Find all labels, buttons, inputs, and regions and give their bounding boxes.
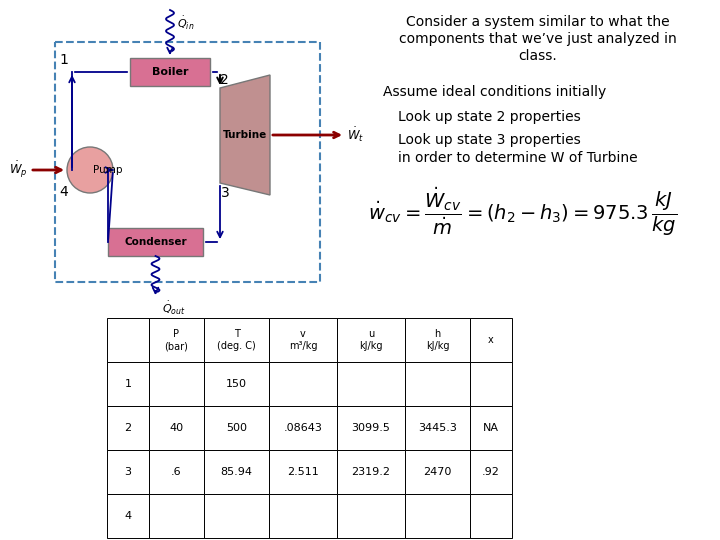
Bar	[337, 450, 405, 494]
Bar	[204, 362, 269, 406]
Bar	[204, 318, 269, 362]
Text: v
m³/kg: v m³/kg	[289, 329, 318, 351]
Text: P
(bar): P (bar)	[165, 329, 189, 351]
Text: 2470: 2470	[423, 467, 451, 477]
Text: 150: 150	[226, 379, 247, 389]
Text: 3445.3: 3445.3	[418, 423, 457, 433]
Text: $\dot{W}_p$: $\dot{W}_p$	[9, 160, 28, 180]
Polygon shape	[220, 75, 270, 195]
Text: in order to determine W of Turbine: in order to determine W of Turbine	[398, 151, 638, 165]
Text: Pump: Pump	[93, 165, 122, 175]
Bar	[149, 450, 204, 494]
Bar	[204, 450, 269, 494]
Text: .92: .92	[482, 467, 500, 477]
Bar	[149, 362, 204, 406]
Text: Condenser: Condenser	[124, 237, 186, 247]
Text: u
kJ/kg: u kJ/kg	[359, 329, 383, 351]
Bar	[107, 406, 149, 450]
Bar	[405, 406, 470, 450]
Text: 85.94: 85.94	[220, 467, 253, 477]
Circle shape	[67, 147, 113, 193]
Bar	[405, 362, 470, 406]
Bar	[269, 406, 337, 450]
Text: 3: 3	[125, 467, 132, 477]
Bar	[107, 494, 149, 538]
Bar	[470, 362, 512, 406]
Text: Consider a system similar to what the: Consider a system similar to what the	[406, 15, 670, 29]
Text: 2319.2: 2319.2	[351, 467, 390, 477]
Bar	[269, 450, 337, 494]
Text: T
(deg. C): T (deg. C)	[217, 329, 256, 351]
Bar	[269, 494, 337, 538]
Text: $\dot{W}_t$: $\dot{W}_t$	[347, 126, 364, 144]
Bar	[337, 362, 405, 406]
Bar	[107, 318, 149, 362]
Bar	[204, 494, 269, 538]
Text: NA: NA	[483, 423, 499, 433]
FancyBboxPatch shape	[108, 228, 203, 256]
Bar	[107, 362, 149, 406]
Bar	[337, 318, 405, 362]
Text: $\dot{w}_{cv} = \dfrac{\dot{W}_{cv}}{\dot{m}} = (h_2 - h_3) = 975.3\,\dfrac{kJ}{: $\dot{w}_{cv} = \dfrac{\dot{W}_{cv}}{\do…	[368, 185, 677, 238]
Text: h
kJ/kg: h kJ/kg	[426, 329, 449, 351]
Text: 2: 2	[220, 73, 228, 87]
Bar	[470, 406, 512, 450]
Text: 1: 1	[125, 379, 132, 389]
Text: Assume ideal conditions initially: Assume ideal conditions initially	[383, 85, 606, 99]
Bar	[470, 494, 512, 538]
Text: 500: 500	[226, 423, 247, 433]
Text: 1: 1	[60, 53, 68, 67]
Bar	[470, 318, 512, 362]
Text: 4: 4	[60, 185, 68, 199]
Bar	[204, 406, 269, 450]
Text: 40: 40	[169, 423, 184, 433]
Bar	[470, 450, 512, 494]
Bar	[405, 318, 470, 362]
Text: x: x	[488, 335, 494, 345]
Text: 4: 4	[125, 511, 132, 521]
Bar	[149, 494, 204, 538]
Bar	[55, 42, 320, 282]
Text: .08643: .08643	[284, 423, 323, 433]
Bar	[149, 406, 204, 450]
Bar	[149, 318, 204, 362]
Text: components that we’ve just analyzed in: components that we’ve just analyzed in	[399, 32, 677, 46]
Text: Boiler: Boiler	[152, 67, 188, 77]
Text: 2.511: 2.511	[287, 467, 319, 477]
Text: Turbine: Turbine	[223, 131, 267, 140]
Bar	[337, 406, 405, 450]
Text: $\dot{Q}_{out}$: $\dot{Q}_{out}$	[161, 300, 185, 317]
Text: 2: 2	[125, 423, 132, 433]
FancyBboxPatch shape	[130, 58, 210, 86]
Text: Look up state 2 properties: Look up state 2 properties	[398, 110, 581, 124]
Bar	[405, 450, 470, 494]
Bar	[337, 494, 405, 538]
Bar	[269, 362, 337, 406]
Text: Look up state 3 properties: Look up state 3 properties	[398, 133, 581, 147]
Text: $\dot{Q}_{in}$: $\dot{Q}_{in}$	[177, 15, 194, 32]
Bar	[269, 318, 337, 362]
Bar	[405, 494, 470, 538]
Text: 3: 3	[220, 186, 230, 200]
Text: 3099.5: 3099.5	[351, 423, 390, 433]
Text: class.: class.	[518, 49, 557, 63]
Text: .6: .6	[171, 467, 182, 477]
Bar	[107, 450, 149, 494]
